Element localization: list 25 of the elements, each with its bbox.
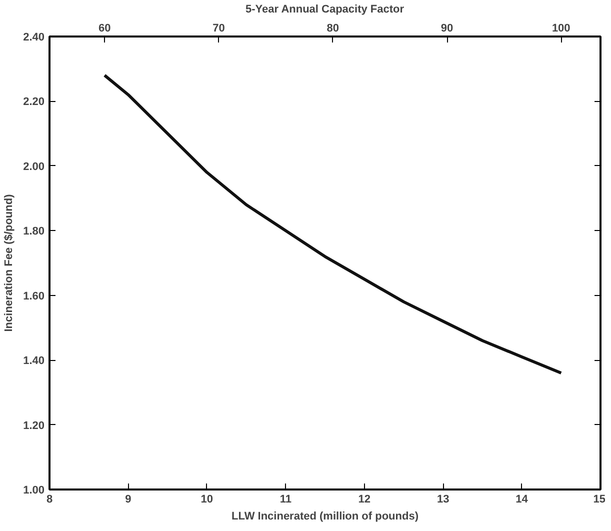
- y-axis-title: Incineration Fee ($/pound): [3, 194, 16, 332]
- x-tick-label: 15: [593, 494, 606, 506]
- x2-tick-label: 70: [212, 22, 225, 34]
- y-tick-label: 1.20: [23, 420, 45, 432]
- x2-tick-label: 80: [326, 22, 340, 34]
- line-series: [103, 74, 563, 375]
- x-tick-label: 10: [200, 494, 214, 506]
- x2-tick-label: 60: [98, 22, 111, 34]
- y-tick-label: 2.00: [23, 160, 45, 173]
- x-tick-label: 8: [46, 494, 53, 506]
- x-tick-label: 13: [436, 494, 450, 506]
- x2-tick-label: 100: [552, 22, 570, 34]
- x-tick-label: 14: [516, 494, 529, 506]
- x2-tick-label: 90: [440, 22, 454, 34]
- y-tick-label: 1.40: [23, 355, 45, 368]
- y-tick-label: 1.80: [23, 226, 45, 238]
- x-axis-title: LLW Incinerated (million of pounds): [232, 510, 419, 522]
- y-tick-label: 2.40: [23, 32, 45, 44]
- y-tick-label: 1.00: [23, 484, 45, 496]
- y-tick-label: 2.20: [23, 96, 45, 108]
- x-tick-label: 12: [358, 494, 370, 506]
- x-tick-label: 9: [125, 494, 132, 506]
- x2-axis-title: 5-Year Annual Capacity Factor: [246, 4, 405, 16]
- y-tick-label: 1.60: [23, 290, 45, 302]
- x-tick-label: 11: [280, 494, 292, 506]
